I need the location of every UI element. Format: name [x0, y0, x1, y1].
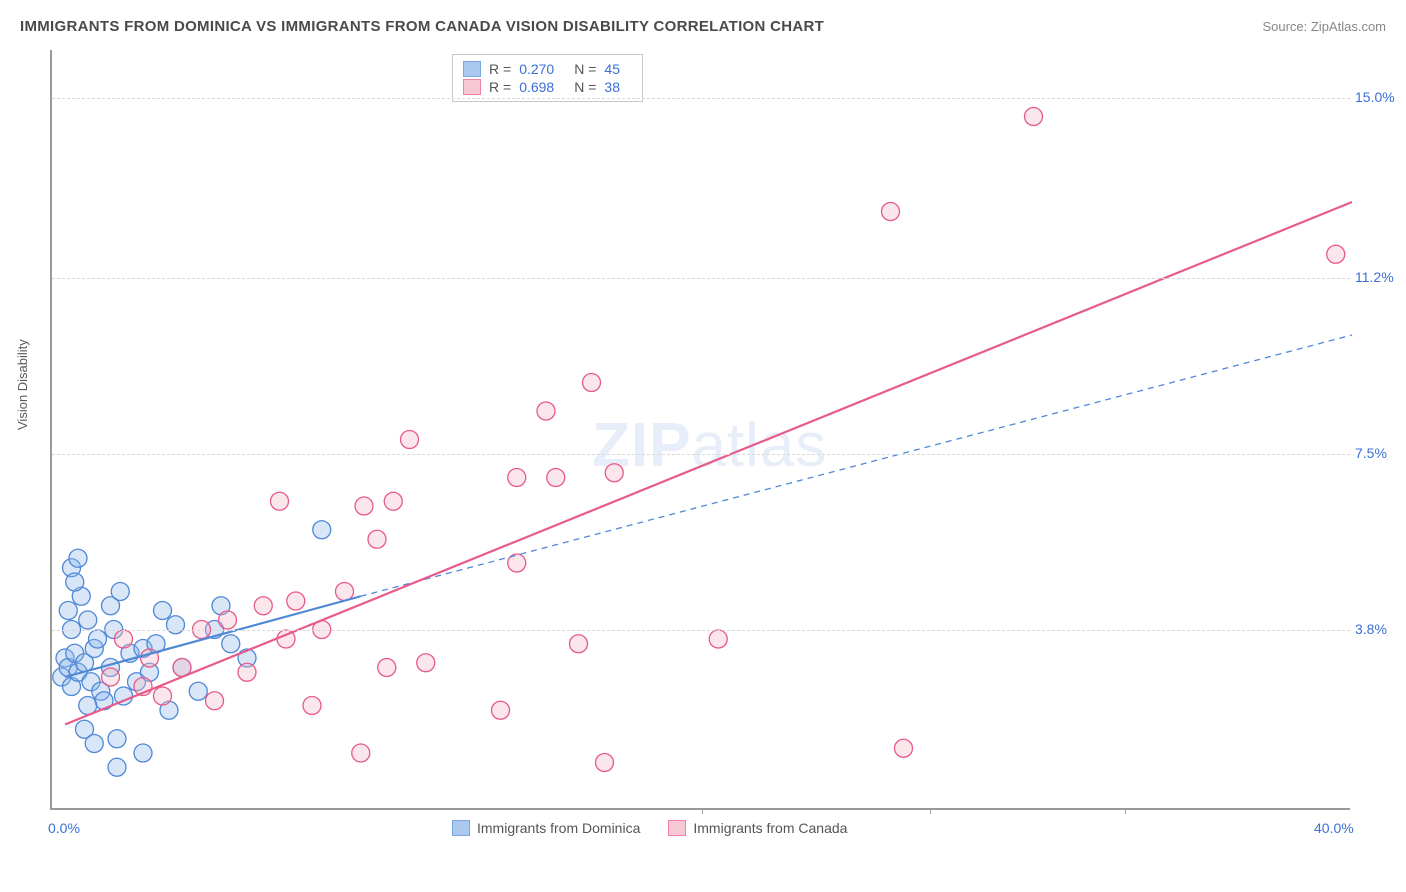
data-point	[134, 744, 152, 762]
data-point	[85, 735, 103, 753]
data-point	[1025, 108, 1043, 126]
data-point	[115, 630, 133, 648]
r-label-1: R =	[489, 79, 511, 95]
swatch-series-0	[463, 61, 481, 77]
data-point	[271, 492, 289, 510]
data-point	[368, 530, 386, 548]
y-axis-label: Vision Disability	[15, 339, 30, 430]
swatch-series-1	[463, 79, 481, 95]
data-point	[222, 635, 240, 653]
ytick-label: 7.5%	[1355, 445, 1406, 461]
chart-title: IMMIGRANTS FROM DOMINICA VS IMMIGRANTS F…	[20, 18, 824, 35]
xtick-label: 0.0%	[48, 820, 80, 836]
data-point	[401, 431, 419, 449]
data-point	[89, 630, 107, 648]
data-point	[508, 469, 526, 487]
n-value-0: 45	[604, 61, 620, 77]
data-point	[355, 497, 373, 515]
gridline-h	[52, 454, 1350, 455]
data-point	[895, 739, 913, 757]
data-point	[547, 469, 565, 487]
data-point	[336, 583, 354, 601]
data-point	[154, 602, 172, 620]
data-point	[583, 374, 601, 392]
data-point	[287, 592, 305, 610]
gridline-h	[52, 278, 1350, 279]
legend-stats: R = 0.270 N = 45 R = 0.698 N = 38	[452, 54, 643, 102]
header: IMMIGRANTS FROM DOMINICA VS IMMIGRANTS F…	[20, 18, 1386, 35]
data-point	[605, 464, 623, 482]
data-point	[79, 611, 97, 629]
legend-stats-row-1: R = 0.698 N = 38	[463, 78, 632, 96]
xtick-label: 40.0%	[1314, 820, 1354, 836]
data-point	[378, 659, 396, 677]
data-point	[108, 758, 126, 776]
plot-area: ZIPatlas R = 0.270 N = 45 R = 0.698 N = …	[50, 50, 1350, 810]
legend-stats-row-0: R = 0.270 N = 45	[463, 60, 632, 78]
data-point	[492, 701, 510, 719]
xtick-mark	[702, 808, 703, 814]
legend-item-0: Immigrants from Dominica	[452, 820, 640, 836]
data-point	[303, 697, 321, 715]
data-point	[537, 402, 555, 420]
data-point	[238, 663, 256, 681]
data-point	[570, 635, 588, 653]
chart-svg	[52, 50, 1350, 808]
ytick-label: 15.0%	[1355, 89, 1406, 105]
data-point	[154, 687, 172, 705]
data-point	[709, 630, 727, 648]
gridline-h	[52, 630, 1350, 631]
data-point	[102, 668, 120, 686]
n-label-0: N =	[574, 61, 596, 77]
data-point	[254, 597, 272, 615]
trend-line	[65, 202, 1352, 725]
legend-item-1: Immigrants from Canada	[668, 820, 847, 836]
ytick-label: 3.8%	[1355, 621, 1406, 637]
n-value-1: 38	[604, 79, 620, 95]
chart-container: IMMIGRANTS FROM DOMINICA VS IMMIGRANTS F…	[0, 0, 1406, 892]
data-point	[417, 654, 435, 672]
legend-swatch-0	[452, 820, 470, 836]
legend-label-1: Immigrants from Canada	[693, 820, 847, 836]
data-point	[167, 616, 185, 634]
data-point	[882, 203, 900, 221]
r-value-1: 0.698	[519, 79, 554, 95]
data-point	[219, 611, 237, 629]
ytick-label: 11.2%	[1355, 269, 1406, 285]
xtick-mark	[930, 808, 931, 814]
r-value-0: 0.270	[519, 61, 554, 77]
data-point	[108, 730, 126, 748]
legend-swatch-1	[668, 820, 686, 836]
data-point	[596, 754, 614, 772]
data-point	[384, 492, 402, 510]
data-point	[206, 692, 224, 710]
data-point	[66, 573, 84, 591]
r-label-0: R =	[489, 61, 511, 77]
data-point	[1327, 245, 1345, 263]
data-point	[69, 549, 87, 567]
data-point	[189, 682, 207, 700]
xtick-mark	[1125, 808, 1126, 814]
n-label-1: N =	[574, 79, 596, 95]
data-point	[352, 744, 370, 762]
legend-series: Immigrants from Dominica Immigrants from…	[452, 820, 847, 836]
legend-label-0: Immigrants from Dominica	[477, 820, 640, 836]
source-label: Source: ZipAtlas.com	[1262, 19, 1386, 34]
data-point	[111, 583, 129, 601]
gridline-h	[52, 98, 1350, 99]
data-point	[313, 521, 331, 539]
data-point	[59, 602, 77, 620]
